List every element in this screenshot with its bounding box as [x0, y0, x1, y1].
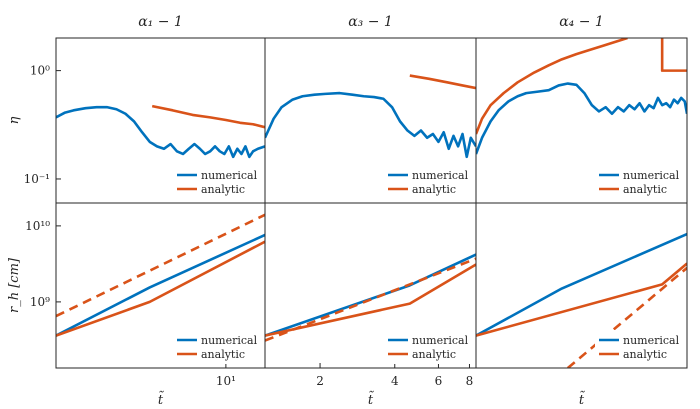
- x-tick-label: 4: [391, 374, 399, 388]
- y-tick-label: 10⁰: [30, 64, 50, 78]
- legend-label-numerical: numerical: [201, 334, 258, 347]
- panel-1-2-analytic-extra-dashed-line-2: [566, 266, 687, 368]
- legend-label-analytic: analytic: [623, 183, 667, 196]
- x-axis-label: t̃: [579, 391, 585, 408]
- y-tick-label: 10⁻¹: [24, 172, 50, 186]
- legend-label-numerical: numerical: [623, 334, 680, 347]
- legend-box: [384, 165, 472, 199]
- panel-1-0-analytic-line-1: [56, 240, 265, 337]
- x-tick-label: 10¹: [216, 374, 236, 388]
- panel-0-2-analytic-line-1: [476, 38, 628, 135]
- legend-label-numerical: numerical: [412, 334, 469, 347]
- panel-1-0-numerical-line-0: [56, 233, 265, 337]
- y-axis-label: r_h [cm]: [7, 257, 22, 313]
- legend-box: [384, 330, 472, 364]
- panel-1-2-analytic-line-1: [476, 262, 687, 337]
- legend-label-numerical: numerical: [412, 169, 469, 182]
- panel-0-1-analytic-line-1: [409, 74, 476, 90]
- panel-1-0-analytic-extra-dashed-line-2: [56, 213, 265, 318]
- y-tick-label: 10¹⁰: [25, 219, 50, 233]
- legend-label-analytic: analytic: [623, 348, 667, 361]
- panel-1-1-analytic-line-1: [265, 263, 476, 337]
- y-axis-label: η: [7, 116, 22, 124]
- panel-1-1-numerical-line-0: [265, 253, 476, 337]
- x-tick-label: 8: [466, 374, 474, 388]
- panel-frame-1-2: [475, 202, 688, 369]
- legend-label-numerical: numerical: [623, 169, 680, 182]
- legend-box: [595, 330, 683, 364]
- legend-box: [173, 330, 261, 364]
- legend-box: [173, 165, 261, 199]
- legend-label-analytic: analytic: [412, 348, 456, 361]
- panel-0-0-numerical-line-0: [56, 105, 265, 159]
- legend-label-analytic: analytic: [201, 183, 245, 196]
- y-tick-label: 10⁹: [30, 295, 50, 309]
- legend-label-analytic: analytic: [201, 348, 245, 361]
- panel-0-2-numerical-line-0: [476, 82, 687, 155]
- panel-1-1-analytic-extra-dashed-line-2: [265, 257, 476, 342]
- x-axis-label: t̃: [368, 391, 374, 408]
- panel-0-2-analytic-extra-line-2: [660, 38, 687, 72]
- panel-title: α₁ − 1: [138, 14, 183, 30]
- x-tick-label: 6: [435, 374, 443, 388]
- x-axis-label: t̃: [158, 391, 164, 408]
- legend-label-numerical: numerical: [201, 169, 258, 182]
- legend-box: [595, 165, 683, 199]
- panel-0-1-numerical-line-0: [265, 91, 476, 159]
- legend-label-analytic: analytic: [412, 183, 456, 196]
- panel-1-2-numerical-line-0: [476, 232, 687, 337]
- x-tick-label: 2: [316, 374, 324, 388]
- panel-title: α₃ − 1: [348, 14, 393, 30]
- panel-title: α₄ − 1: [559, 14, 604, 30]
- panel-0-0-analytic-line-1: [151, 104, 265, 129]
